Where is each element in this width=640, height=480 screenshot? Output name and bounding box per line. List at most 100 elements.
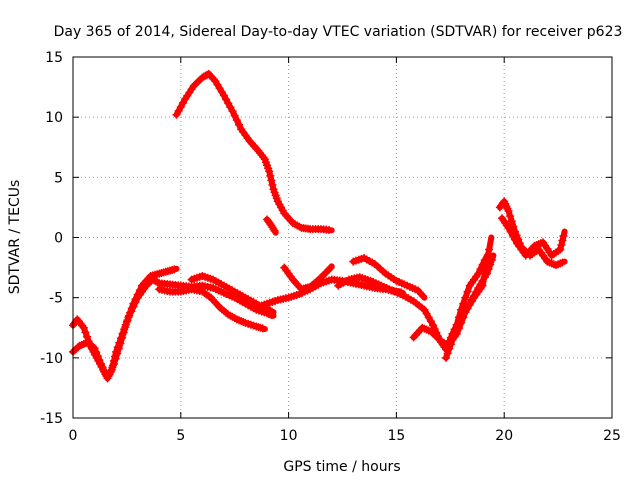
data-point (326, 263, 335, 272)
data-point (135, 286, 144, 295)
y-tick-label: -15 (40, 411, 63, 427)
tick-labels: 0 5 10 15 20 25 -15 -10 -5 0 5 10 15 (40, 50, 621, 444)
data-point (121, 323, 130, 332)
series-arc-9 (280, 263, 335, 294)
data-point (109, 359, 118, 368)
data-point (443, 349, 452, 358)
data-point (267, 176, 276, 185)
data-point (452, 320, 461, 329)
data-point (556, 245, 565, 254)
x-axis-label: GPS time / hours (283, 459, 400, 475)
data-point (448, 335, 457, 344)
data-point (232, 116, 241, 125)
data-point (111, 354, 120, 363)
data-point (124, 313, 133, 322)
series-line (173, 70, 335, 234)
data-point (97, 359, 106, 368)
data-point (429, 321, 438, 330)
data-point (170, 265, 179, 274)
data-point (90, 344, 99, 353)
data-point (559, 231, 568, 240)
data-point (95, 355, 104, 364)
y-tick-label: -10 (40, 351, 63, 367)
data-point (325, 264, 334, 273)
series-arc-15 (498, 214, 568, 260)
data-point (476, 265, 485, 274)
series-arc-6 (172, 69, 335, 234)
series-arc-8 (252, 275, 406, 312)
data-point (119, 328, 128, 337)
series-arc-14 (495, 197, 568, 270)
data-point (106, 367, 115, 376)
data-point (118, 333, 127, 342)
x-tick-label: 20 (495, 428, 513, 444)
data-point (103, 374, 112, 383)
data-point (417, 290, 426, 299)
data-point (457, 305, 466, 314)
x-tick-label: 15 (387, 428, 405, 444)
data-point (478, 260, 487, 269)
data-point (506, 212, 515, 221)
data-point (116, 339, 125, 348)
y-tick-label: 5 (54, 170, 63, 186)
grid (73, 57, 612, 418)
data-point (418, 291, 427, 300)
data-point (93, 352, 102, 361)
data-point (265, 167, 274, 176)
data-point (268, 180, 277, 189)
data-point (269, 225, 278, 234)
data-point (122, 317, 131, 326)
x-tick-label: 10 (280, 428, 298, 444)
data-point (127, 304, 136, 313)
x-tick-label: 5 (176, 428, 185, 444)
x-tick-label: 0 (69, 428, 78, 444)
data-point (441, 353, 450, 362)
data-point (450, 328, 459, 337)
y-tick-label: -5 (49, 291, 63, 307)
data-point (228, 107, 237, 116)
data-point (461, 293, 470, 302)
data-traces (69, 69, 568, 383)
data-point (79, 323, 88, 332)
series-arc-4 (155, 285, 268, 333)
data-point (507, 217, 516, 226)
data-point (209, 75, 218, 84)
series-arc-7 (263, 215, 279, 236)
data-point (114, 344, 123, 353)
data-point (558, 236, 567, 245)
data-point (126, 308, 135, 317)
data-point (131, 295, 140, 304)
data-point (504, 207, 513, 216)
data-point (129, 299, 138, 308)
data-point (463, 287, 472, 296)
data-point (105, 370, 114, 379)
data-point (558, 258, 567, 267)
data-point (81, 328, 90, 337)
data-point (325, 225, 334, 234)
data-point (258, 324, 267, 333)
data-point (480, 256, 489, 265)
data-point (459, 299, 468, 308)
data-point (92, 348, 101, 357)
data-point (108, 363, 117, 372)
data-point (445, 344, 454, 353)
y-tick-label: 15 (45, 50, 63, 66)
data-point (235, 120, 244, 129)
data-point (485, 245, 494, 254)
data-point (474, 269, 483, 278)
data-point (557, 241, 566, 250)
data-point (230, 111, 239, 120)
y-tick-label: 10 (45, 110, 63, 126)
data-point (266, 171, 275, 180)
series-arc-11 (349, 253, 428, 301)
chart-title: Day 365 of 2014, Sidereal Day-to-day VTE… (54, 24, 623, 40)
x-tick-label: 25 (603, 428, 621, 444)
data-point (133, 290, 142, 299)
series-arc-13 (441, 252, 490, 362)
axis-ticks (72, 56, 613, 419)
data-point (113, 349, 122, 358)
data-point (454, 313, 463, 322)
data-point (98, 363, 107, 372)
data-point (270, 226, 279, 235)
